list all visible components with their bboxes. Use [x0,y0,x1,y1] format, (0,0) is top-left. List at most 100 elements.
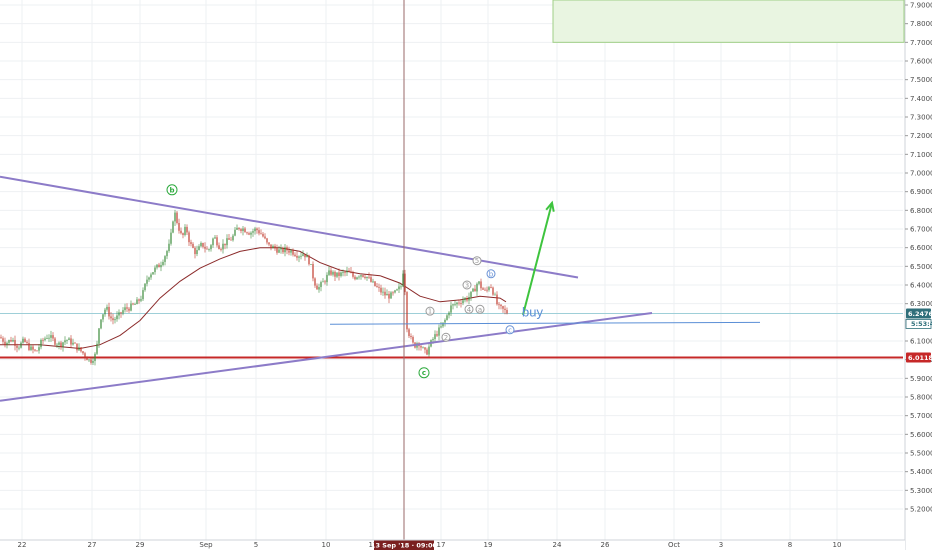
candle-body [22,338,24,343]
candle-body [200,242,202,247]
time-axis-label: 24 [553,541,562,549]
candle-body [230,239,232,241]
lower-trendline[interactable] [0,312,653,402]
price-axis-label: 7.40000 [910,95,932,103]
candle-body [78,347,80,351]
price-axis-label: 7.30000 [910,114,932,122]
candle-body [352,272,354,277]
candle-body [348,270,350,272]
candle-body [140,299,142,301]
candle-body [496,294,498,305]
candle-body [254,228,256,232]
candle-body [18,347,20,349]
price-axis-label: 7.80000 [910,20,932,28]
candle-body [282,248,284,253]
countdown-tag [905,319,932,329]
candle-body [378,286,380,288]
price-axis-label: 7.60000 [910,58,932,66]
price-axis-label: 7.50000 [910,76,932,84]
candle-body [432,339,434,341]
time-axis-label: 19 [484,541,493,549]
candle-body [442,322,444,327]
candle-body [102,314,104,320]
candle-body [150,274,152,278]
candle-body [80,347,82,352]
candle-body [420,346,422,348]
candle-body [188,232,190,243]
candle-body [60,342,62,348]
wave-label: a [478,306,482,314]
price-axis-label: 6.60000 [910,244,932,252]
buy-level-trendline[interactable] [329,321,761,325]
candle-body [192,243,194,248]
candle-body [494,294,496,296]
arrow-head[interactable] [545,200,555,212]
candle-body [504,308,506,310]
candle-body [302,254,304,256]
wave-label: c [422,369,426,377]
candle-body [422,347,424,349]
time-axis-label: 27 [88,541,97,549]
candle-body [114,319,116,321]
candle-body [332,271,334,275]
candle-body [312,264,314,279]
candle-body [462,300,464,304]
candle-body [54,338,56,345]
candle-body [276,248,278,253]
candle-body [174,212,176,222]
candle-body [118,312,120,316]
horizontal-levels [0,312,903,359]
candle-body [358,276,360,278]
candle-body [388,293,390,299]
candle-body [100,319,102,329]
candle-body [344,272,346,273]
candle-body [170,232,172,244]
candle-body [354,276,356,280]
candle-body [128,308,130,311]
candle-body [484,289,486,291]
candle-body [40,339,42,348]
candle-body [234,229,236,236]
candle-body [70,338,72,345]
candle-body [142,290,144,300]
candle-body [470,291,472,298]
time-axis-label: 10 [833,541,842,549]
candle-body [346,270,348,273]
candle-body [260,233,262,235]
candle-body [194,247,196,255]
candle-body [296,255,298,258]
candle-body [482,288,484,290]
candle-body [382,291,384,293]
arrow-shaft[interactable] [522,202,553,316]
price-axis-label: 5.90000 [910,375,932,383]
crosshair-time-tag [374,540,434,550]
wave-label-circle [505,325,515,335]
candle-body [370,277,372,282]
time-axis-label: 26 [601,541,610,549]
candle-body [372,281,374,283]
time-axis-label: Oct [668,541,680,549]
candle-body [300,255,302,257]
wave-label: 1 [428,308,432,316]
price-axis-label: 6.90000 [910,188,932,196]
price-axis-label: 7.00000 [910,170,932,178]
trendlines[interactable] [0,175,761,402]
target-arrow[interactable] [522,200,555,316]
candle-body [112,318,114,321]
candle-body [144,283,146,291]
candle-body [108,306,110,317]
candle-body [180,230,182,234]
candle-body [252,231,254,233]
upper-trendline[interactable] [0,175,579,279]
candle-body [10,339,12,342]
time-axis-label: Sep [199,541,213,549]
candle-body [46,338,48,339]
candle-body [486,289,488,291]
time-axis-label: 5 [254,541,258,549]
candle-body [268,242,270,245]
candle-body [86,357,88,361]
price-axis-label: 7.20000 [910,132,932,140]
candle-body [146,279,148,284]
candle-body [208,249,210,250]
